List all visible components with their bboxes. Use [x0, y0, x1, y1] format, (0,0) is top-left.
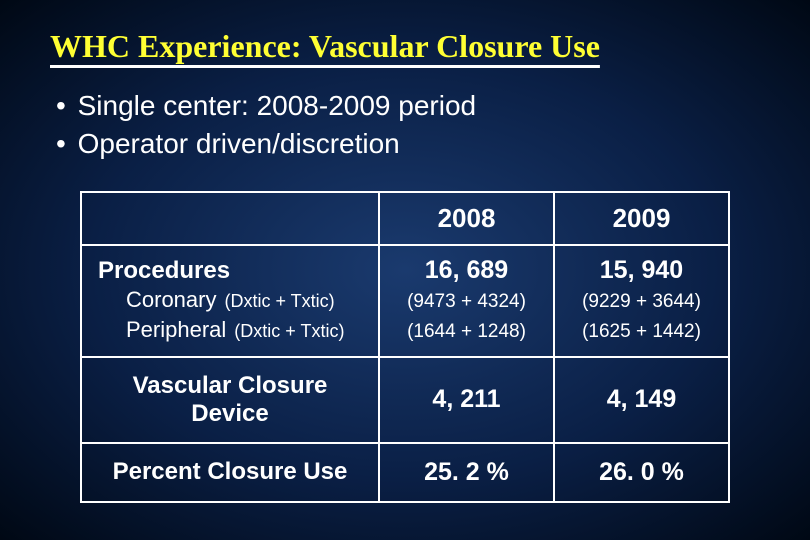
- pct-2009: 26. 0 %: [554, 443, 729, 502]
- procedures-2008-total: 16, 689: [388, 256, 545, 285]
- pct-2008: 25. 2 %: [379, 443, 554, 502]
- slide-title: WHC Experience: Vascular Closure Use: [50, 28, 760, 65]
- procedures-2008-peripheral: (1644 + 1248): [388, 319, 545, 346]
- procedures-2009-peripheral: (1625 + 1442): [563, 319, 720, 346]
- procedures-2009-coronary: (9229 + 3644): [563, 289, 720, 316]
- row-label-procedures: Procedures Coronary (Dxtic + Txtic) Perip…: [81, 245, 379, 357]
- table-row-pct: Percent Closure Use 25. 2 % 26. 0 %: [81, 443, 729, 502]
- procedures-2009: 15, 940 (9229 + 3644) (1625 + 1442): [554, 245, 729, 357]
- bullet-list: Single center: 2008-2009 period Operator…: [56, 87, 760, 163]
- data-table: 2008 2009 Procedures Coronary (Dxtic + Tx…: [80, 191, 730, 503]
- procedures-label: Procedures: [98, 257, 230, 284]
- header-empty: [81, 192, 379, 245]
- header-year-2009: 2009: [554, 192, 729, 245]
- sub-peripheral-note: (Dxtic + Txtic): [234, 321, 344, 341]
- vcd-2009: 4, 149: [554, 357, 729, 443]
- row-label-pct: Percent Closure Use: [81, 443, 379, 502]
- bullet-item: Operator driven/discretion: [56, 125, 760, 163]
- sub-coronary-label: Coronary: [126, 287, 216, 312]
- sub-coronary-note: (Dxtic + Txtic): [224, 291, 334, 311]
- row-label-vcd: Vascular Closure Device: [81, 357, 379, 443]
- header-year-2008: 2008: [379, 192, 554, 245]
- table-row-procedures: Procedures Coronary (Dxtic + Txtic) Perip…: [81, 245, 729, 357]
- table-row-vcd: Vascular Closure Device 4, 211 4, 149: [81, 357, 729, 443]
- vcd-2008: 4, 211: [379, 357, 554, 443]
- bullet-item: Single center: 2008-2009 period: [56, 87, 760, 125]
- sub-peripheral-label: Peripheral: [126, 317, 226, 342]
- table-header-row: 2008 2009: [81, 192, 729, 245]
- procedures-2008-coronary: (9473 + 4324): [388, 289, 545, 316]
- procedures-2009-total: 15, 940: [563, 256, 720, 285]
- procedures-2008: 16, 689 (9473 + 4324) (1644 + 1248): [379, 245, 554, 357]
